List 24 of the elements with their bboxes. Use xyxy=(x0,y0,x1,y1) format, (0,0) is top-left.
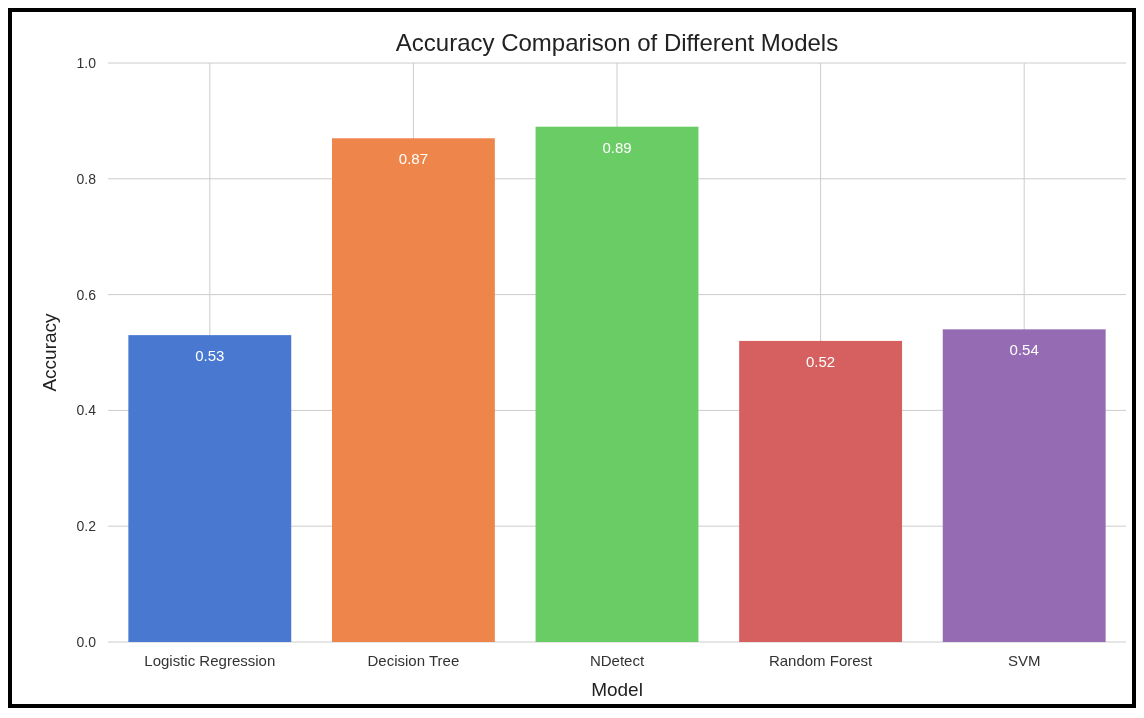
x-axis-title: Model xyxy=(591,679,643,700)
data-label: 0.87 xyxy=(398,150,428,168)
y-tick-label: 0.6 xyxy=(76,286,97,303)
bar xyxy=(331,138,495,642)
y-tick-label: 0.0 xyxy=(76,633,97,650)
bar xyxy=(942,329,1106,642)
y-axis-title: Accuracy xyxy=(39,312,60,392)
bar xyxy=(739,340,903,642)
data-label: 0.53 xyxy=(195,347,225,365)
data-label: 0.54 xyxy=(1009,341,1039,359)
y-tick-label: 1.0 xyxy=(76,54,97,71)
x-tick-label: Logistic Regression xyxy=(144,652,276,669)
y-tick-label: 0.2 xyxy=(76,518,97,535)
x-tick-label: Random Forest xyxy=(768,652,874,669)
bar xyxy=(535,126,699,642)
bar xyxy=(128,335,292,642)
y-tick-label: 0.4 xyxy=(76,402,97,419)
x-tick-label: Decision Tree xyxy=(367,652,460,669)
x-tick-label: NDetect xyxy=(589,652,645,669)
data-label: 0.52 xyxy=(806,352,836,370)
y-tick-label: 0.8 xyxy=(76,170,97,187)
x-tick-label: SVM xyxy=(1007,652,1041,669)
data-label: 0.89 xyxy=(602,138,632,156)
chart-title: Accuracy Comparison of Different Models xyxy=(395,29,839,56)
